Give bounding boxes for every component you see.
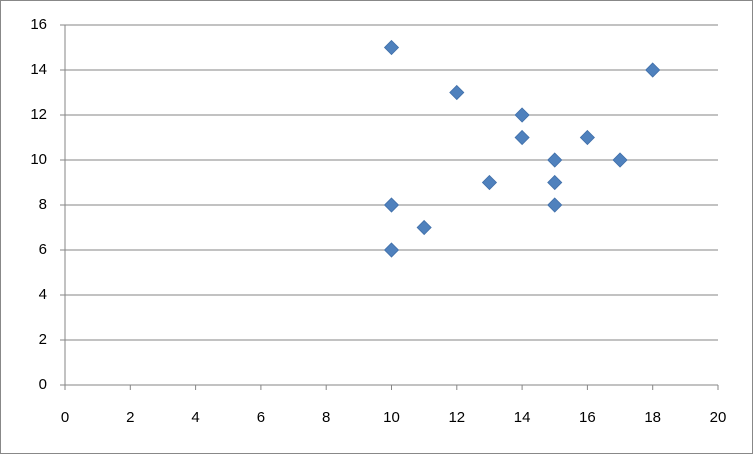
x-tick-label: 12: [448, 409, 465, 426]
point: [449, 84, 465, 101]
x-tick-label: 2: [126, 409, 134, 426]
y-tick-label: 10: [30, 151, 47, 168]
point: [383, 197, 400, 213]
point: [481, 174, 498, 191]
point: [514, 107, 530, 123]
y-tick-label: 16: [30, 16, 47, 33]
point: [514, 129, 530, 146]
y-tick-label: 8: [39, 196, 47, 213]
y-tick-label: 14: [30, 61, 47, 78]
point: [579, 129, 595, 146]
y-tick-label: 2: [39, 331, 47, 348]
point: [383, 242, 400, 258]
x-tick-label: 0: [61, 409, 69, 426]
x-tick-label: 14: [514, 409, 531, 426]
point: [547, 174, 563, 191]
x-tick-label: 10: [383, 409, 400, 426]
x-tick-label: 4: [191, 409, 199, 426]
x-tick-label: 8: [322, 409, 330, 426]
y-tick-label: 0: [39, 376, 47, 393]
point: [547, 152, 563, 168]
x-tick-label: 18: [644, 409, 661, 426]
x-tick-label: 16: [579, 409, 596, 426]
y-tick-label: 4: [39, 286, 47, 303]
x-tick-label: 6: [257, 409, 265, 426]
point: [383, 39, 400, 56]
y-tick-label: 12: [30, 106, 47, 123]
x-tick-label: 20: [710, 409, 727, 426]
point: [612, 152, 628, 168]
point: [645, 62, 661, 78]
y-tick-label: 6: [39, 241, 47, 258]
point: [547, 197, 563, 213]
point: [416, 219, 432, 236]
